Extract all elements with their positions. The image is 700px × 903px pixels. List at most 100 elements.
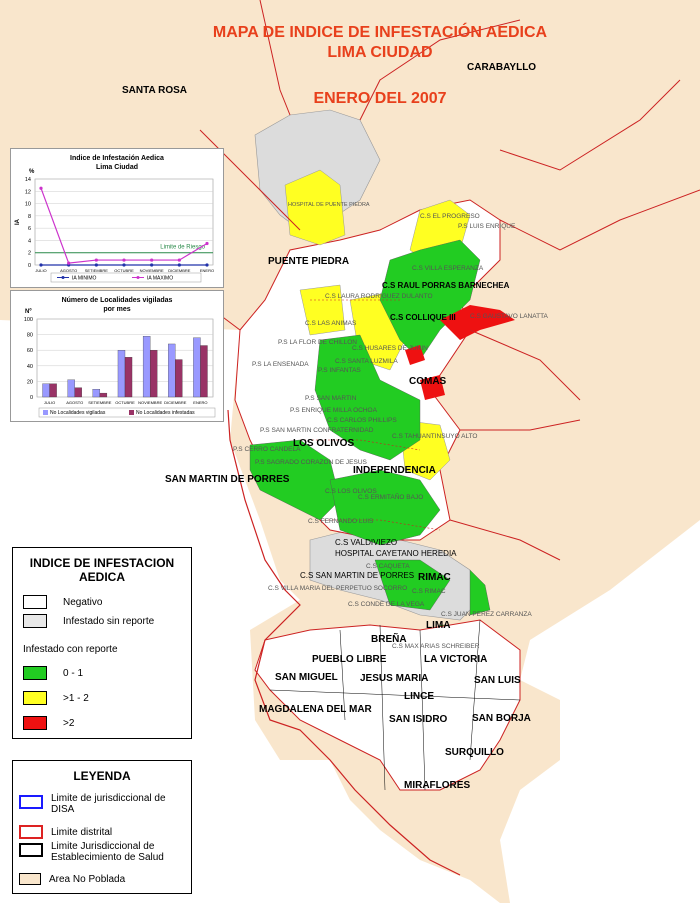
- x-tick-label: AGOSTO: [66, 400, 83, 405]
- risk-limit-label: Limite de Riesgo: [160, 245, 205, 251]
- center-label: P.S SAGRADO CORAZON DE JESUS: [255, 459, 368, 466]
- legend-row-high: >2: [23, 716, 74, 730]
- legend-row-disa-limit: Limite de jurisdiccional de DISA: [19, 793, 191, 815]
- red-patch-north-comas: [405, 345, 425, 365]
- data-point: [39, 186, 43, 190]
- bar: [175, 359, 183, 398]
- legend-swatch-low: [23, 666, 47, 680]
- green-patch-south: [329, 469, 441, 546]
- district-label-carabayllo: CARABAYLLO: [467, 62, 536, 73]
- center-label: P.S ENRIQUE MILLA OCHOA: [290, 407, 378, 414]
- data-point: [177, 263, 181, 267]
- center-label: C.S SAN MARTIN DE PORRES: [300, 571, 414, 580]
- map-key-legend: LEYENDA Limite de jurisdiccional de DISA…: [12, 760, 192, 894]
- legend-swatch-health-limit: [19, 843, 43, 857]
- bar-chart: 0 20 40 60 80 100 Nº JULIO AGOSTO SETIEMBRE OCTUBR…: [24, 309, 216, 418]
- map-title: MAPA DE INDICE DE INFESTACIÓN AEDICA: [212, 24, 548, 41]
- x-tick-label: OCTUBRE: [114, 268, 134, 273]
- data-point: [67, 261, 71, 265]
- bar: [124, 357, 133, 398]
- bar: [67, 379, 75, 398]
- data-point: [122, 263, 126, 267]
- data-point: [205, 263, 209, 267]
- bar: [99, 392, 108, 398]
- green-patch-central: [314, 334, 421, 461]
- legend-label: IA MAXIMO: [147, 276, 173, 282]
- x-tick-label: JULIO: [44, 400, 55, 405]
- legend-label-unpopulated: Area No Poblada: [49, 873, 126, 885]
- line-chart: 0 2 4 6 8 10 12 14% IA JULIO AGOSTO SETIEMBRE OCTUBR…: [15, 169, 214, 283]
- x-tick-label: NOVIEMBRE: [138, 400, 162, 405]
- x-tick-label: SETIEMBRE: [85, 268, 108, 273]
- line-chart-panel: Indice de Infestación Aedica Lima Ciudad…: [10, 148, 224, 288]
- health-center-labels: HOSPITAL DE PUENTE PIEDRA C.S EL PROGRES…: [233, 202, 549, 650]
- x-tick-label: DICIEMBRE: [168, 268, 191, 273]
- line-chart-subtitle: Lima Ciudad: [95, 164, 138, 171]
- bar: [142, 336, 151, 398]
- y-tick-label: 6: [28, 226, 31, 232]
- legend-swatch-medium: [23, 691, 47, 705]
- y-tick-label: 10: [25, 202, 31, 208]
- legend-swatch: [129, 410, 134, 415]
- legend-label-high: >2: [63, 717, 75, 729]
- legend-row-negative: Negativo: [23, 595, 102, 609]
- data-point: [94, 263, 98, 267]
- center-label: P.S LA ENSENADA: [252, 361, 309, 368]
- center-label: C.S LAS ANIMAS: [305, 320, 357, 327]
- district-label-rimac: RIMAC: [418, 572, 451, 583]
- map-date: ENERO DEL 2007: [313, 90, 447, 107]
- yellow-patch-puente-piedra: [284, 169, 346, 246]
- legend-label: IA MINIMO: [72, 276, 97, 282]
- x-tick-label: JULIO: [35, 268, 46, 273]
- center-label: C.S CONDE DE LA VEGA: [348, 601, 425, 608]
- legend-row-no-report: Infestado sin reporte: [23, 614, 154, 628]
- legend-row-health-limit: Limite Jurisdiccional de Establecimiento…: [19, 841, 201, 863]
- center-label: C.S ERMITAÑO BAJO: [358, 492, 423, 501]
- southern-districts: [254, 619, 521, 791]
- center-label: P.S CERRO CANDELA: [233, 446, 301, 453]
- bar: [92, 389, 101, 398]
- bar: [200, 345, 208, 398]
- center-label: C.S VALDIVIEZO: [335, 538, 397, 547]
- center-label: P.S SAN MARTIN CONFRATERNIDAD: [260, 427, 374, 434]
- district-label-lince: LINCE: [404, 691, 434, 702]
- legend-marker: [136, 276, 140, 279]
- y-tick-label: 20: [27, 379, 33, 385]
- center-label: HOSPITAL DE PUENTE PIEDRA: [288, 202, 370, 208]
- line-chart-title: Indice de Infestación Aedica: [70, 155, 164, 162]
- y-tick-label: 100: [24, 317, 33, 323]
- center-label: C.S JUAN PEREZ CARRANZA: [441, 611, 532, 618]
- y-tick-label: 0: [30, 395, 33, 401]
- bar-chart-subtitle: por mes: [103, 306, 131, 313]
- center-label: C.S LAURA RODRIGUEZ DULANTO: [325, 293, 433, 300]
- center-label: C.S RAUL PORRAS BARNECHEA: [382, 281, 510, 290]
- x-tick-label: NOVIEMBRE: [140, 268, 164, 273]
- center-label: P.S INFANTAS: [318, 367, 361, 374]
- legend-label: No Localidades infestadas: [136, 410, 195, 416]
- legend-label-no-report: Infestado sin reporte: [63, 615, 155, 627]
- outer-boundary: [227, 409, 461, 876]
- district-label-san-isidro: SAN ISIDRO: [389, 714, 448, 725]
- bar-chart-panel: Número de Localidades vigiladas por mes …: [10, 290, 224, 422]
- legend-label-negative: Negativo: [63, 596, 103, 608]
- green-patch-rimac: [374, 559, 451, 611]
- center-label: C.S CARLOS PHILLIPS: [327, 417, 397, 424]
- infestation-legend-title: INDICE DE INFESTACION AEDICA: [29, 556, 175, 584]
- bar: [168, 343, 176, 398]
- legend-subtitle-reported: Infestado con reporte: [23, 644, 118, 655]
- yellow-patch-west: [299, 284, 346, 336]
- district-label-comas: COMAS: [409, 376, 447, 387]
- legend-swatch-unpopulated: [19, 873, 41, 885]
- map-title-city: LIMA CIUDAD: [327, 44, 433, 61]
- legend-swatch-district-limit: [19, 825, 43, 839]
- data-point: [205, 241, 209, 246]
- green-patch-rimac-east: [469, 569, 491, 616]
- y-tick-label: 14: [25, 177, 31, 183]
- y-tick-label: 8: [28, 214, 31, 220]
- map-key-title: LEYENDA: [73, 769, 131, 783]
- data-point: [150, 258, 154, 262]
- legend-row-unpopulated: Area No Poblada: [19, 873, 125, 885]
- x-tick-label: OCTUBRE: [115, 400, 135, 405]
- district-label-san-borja: SAN BORJA: [472, 713, 531, 724]
